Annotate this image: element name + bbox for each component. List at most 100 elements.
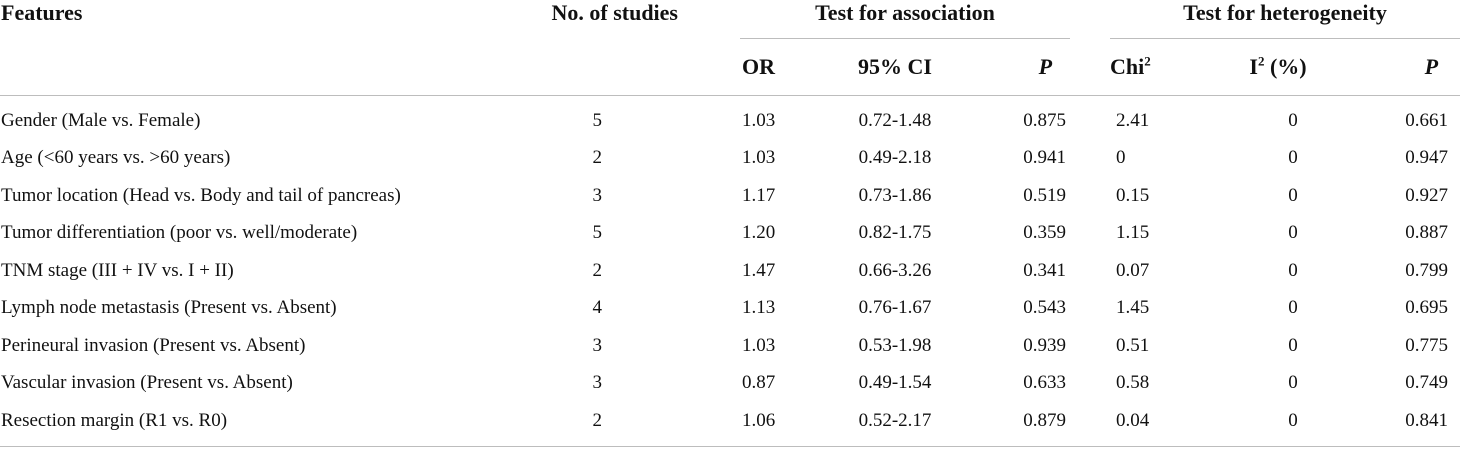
cell-ci: 0.49-1.54 bbox=[858, 372, 932, 394]
cell-gap bbox=[1070, 365, 1110, 403]
cell-studies: 2 bbox=[592, 409, 603, 431]
cell-gap bbox=[1070, 177, 1110, 215]
cell-feature: Vascular invasion (Present vs. Absent) bbox=[1, 372, 293, 394]
cell-i2: 0 bbox=[1288, 297, 1298, 319]
cell-feature: Tumor differentiation (poor vs. well/mod… bbox=[1, 222, 358, 244]
results-table: Features No. of studies Test for associa… bbox=[0, 0, 1460, 446]
cell-chi2: 1.15 bbox=[1116, 222, 1150, 244]
table-body: Gender (Male vs. Female) 5 1.03 0.72-1.4… bbox=[0, 96, 1460, 446]
cell-gap bbox=[1070, 140, 1110, 178]
i2-superscript: 2 bbox=[1257, 53, 1265, 69]
cell-p: 0.543 bbox=[1023, 297, 1067, 319]
table-row: Gender (Male vs. Female) 5 1.03 0.72-1.4… bbox=[0, 96, 1460, 140]
cell-studies: 2 bbox=[592, 147, 603, 169]
cell-p-het: 0.947 bbox=[1405, 147, 1449, 169]
cell-p: 0.941 bbox=[1023, 147, 1067, 169]
cell-chi2: 0.15 bbox=[1116, 184, 1150, 206]
col-header-studies: No. of studies bbox=[551, 0, 678, 25]
cell-studies: 5 bbox=[592, 222, 603, 244]
cell-or: 1.03 bbox=[742, 334, 776, 356]
cell-gap bbox=[1070, 96, 1110, 140]
cell-i2: 0 bbox=[1288, 372, 1298, 394]
chi2-superscript: 2 bbox=[1144, 53, 1151, 69]
header-row-groups: Features No. of studies Test for associa… bbox=[0, 0, 1460, 39]
cell-studies: 4 bbox=[592, 297, 603, 319]
cell-chi2: 0.51 bbox=[1116, 334, 1150, 356]
cell-chi2: 0.04 bbox=[1116, 409, 1150, 431]
cell-p-het: 0.695 bbox=[1405, 297, 1449, 319]
group-gap bbox=[1070, 0, 1110, 39]
cell-ci: 0.53-1.98 bbox=[858, 334, 932, 356]
header-gap bbox=[1070, 39, 1110, 96]
cell-or: 1.06 bbox=[742, 409, 776, 431]
cell-ci: 0.72-1.48 bbox=[858, 109, 932, 131]
cell-or: 1.47 bbox=[742, 259, 776, 281]
cell-i2: 0 bbox=[1288, 184, 1298, 206]
cell-p-het: 0.841 bbox=[1405, 409, 1449, 431]
table-header: Features No. of studies Test for associa… bbox=[0, 0, 1460, 96]
cell-gap bbox=[1070, 215, 1110, 253]
cell-feature: Lymph node metastasis (Present vs. Absen… bbox=[1, 297, 337, 319]
group-header-heterogeneity: Test for heterogeneity bbox=[1110, 0, 1460, 39]
cell-p-het: 0.927 bbox=[1405, 184, 1449, 206]
cell-feature: Resection margin (R1 vs. R0) bbox=[1, 409, 228, 431]
cell-p: 0.633 bbox=[1023, 372, 1067, 394]
cell-p-het: 0.799 bbox=[1405, 259, 1449, 281]
cell-p-het: 0.661 bbox=[1405, 109, 1449, 131]
col-header-or: OR bbox=[742, 54, 775, 79]
cell-i2: 0 bbox=[1288, 109, 1298, 131]
col-header-features: Features bbox=[1, 0, 83, 25]
cell-p-het: 0.775 bbox=[1405, 334, 1449, 356]
table-row: Perineural invasion (Present vs. Absent)… bbox=[0, 327, 1460, 365]
cell-i2: 0 bbox=[1288, 409, 1298, 431]
cell-p: 0.341 bbox=[1023, 259, 1067, 281]
group-header-association: Test for association bbox=[740, 0, 1071, 39]
cell-or: 0.87 bbox=[742, 372, 776, 394]
cell-or: 1.17 bbox=[742, 184, 776, 206]
table-row: Age (<60 years vs. >60 years) 2 1.03 0.4… bbox=[0, 140, 1460, 178]
cell-studies: 5 bbox=[592, 109, 603, 131]
cell-studies: 3 bbox=[592, 372, 603, 394]
cell-chi2: 0.58 bbox=[1116, 372, 1150, 394]
cell-ci: 0.73-1.86 bbox=[858, 184, 932, 206]
col-header-p-association: P bbox=[1038, 54, 1053, 79]
cell-i2: 0 bbox=[1288, 147, 1298, 169]
cell-ci: 0.52-2.17 bbox=[858, 409, 932, 431]
cell-gap bbox=[1070, 402, 1110, 446]
chi2-label: Chi bbox=[1110, 54, 1145, 79]
cell-studies: 3 bbox=[592, 184, 603, 206]
cell-i2: 0 bbox=[1288, 334, 1298, 356]
cell-feature: Gender (Male vs. Female) bbox=[1, 109, 201, 131]
cell-studies: 3 bbox=[592, 334, 603, 356]
cell-feature: Perineural invasion (Present vs. Absent) bbox=[1, 334, 306, 356]
col-header-chi2: Chi2 bbox=[1110, 39, 1218, 96]
cell-p: 0.359 bbox=[1023, 222, 1067, 244]
cell-ci: 0.49-2.18 bbox=[858, 147, 932, 169]
cell-or: 1.03 bbox=[742, 147, 776, 169]
cell-chi2: 2.41 bbox=[1116, 109, 1150, 131]
col-header-ci: 95% CI bbox=[858, 54, 932, 79]
cell-p: 0.939 bbox=[1023, 334, 1067, 356]
cell-or: 1.03 bbox=[742, 109, 776, 131]
cell-ci: 0.82-1.75 bbox=[858, 222, 932, 244]
i2-label: I bbox=[1249, 54, 1258, 79]
cell-feature: TNM stage (III + IV vs. I + II) bbox=[1, 259, 234, 281]
cell-chi2: 1.45 bbox=[1116, 297, 1150, 319]
table-row: Resection margin (R1 vs. R0) 2 1.06 0.52… bbox=[0, 402, 1460, 446]
cell-ci: 0.76-1.67 bbox=[858, 297, 932, 319]
cell-p: 0.879 bbox=[1023, 409, 1067, 431]
table-row: Vascular invasion (Present vs. Absent) 3… bbox=[0, 365, 1460, 403]
cell-studies: 2 bbox=[592, 259, 603, 281]
cell-ci: 0.66-3.26 bbox=[858, 259, 932, 281]
cell-chi2: 0.07 bbox=[1116, 259, 1150, 281]
cell-gap bbox=[1070, 290, 1110, 328]
cell-or: 1.20 bbox=[742, 222, 776, 244]
cell-or: 1.13 bbox=[742, 297, 776, 319]
cell-i2: 0 bbox=[1288, 222, 1298, 244]
cell-feature: Age (<60 years vs. >60 years) bbox=[1, 147, 231, 169]
cell-p-het: 0.887 bbox=[1405, 222, 1449, 244]
cell-p: 0.875 bbox=[1023, 109, 1067, 131]
cell-gap bbox=[1070, 327, 1110, 365]
table-row: TNM stage (III + IV vs. I + II) 2 1.47 0… bbox=[0, 252, 1460, 290]
